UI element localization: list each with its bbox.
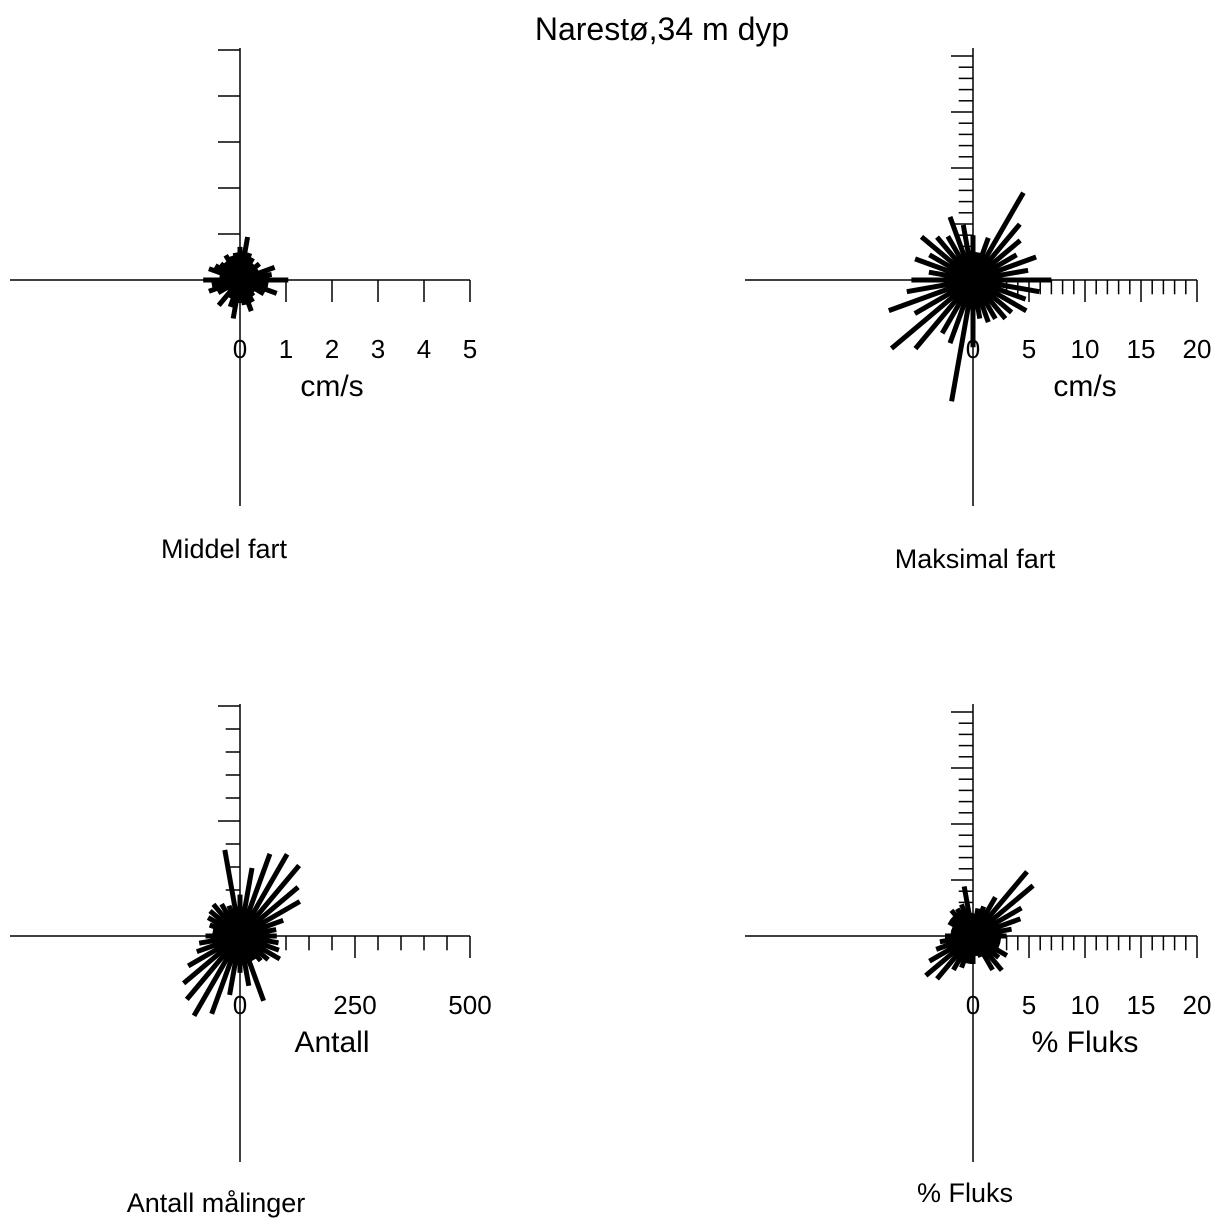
rose-panel-3: 0 250 500 Antall Antall målinger — [10, 704, 492, 1218]
rose-spoke-30 — [237, 853, 290, 938]
tick-label: 250 — [333, 990, 376, 1020]
panel-caption: Antall målinger — [127, 1188, 306, 1218]
rose-spokes — [887, 191, 1052, 402]
rose-spoke-250 — [887, 277, 974, 313]
panel-caption: % Fluks — [917, 1178, 1013, 1208]
rose-spoke-220 — [913, 278, 975, 351]
rose-spoke-190 — [949, 279, 976, 402]
rose-spoke-350 — [960, 224, 976, 281]
tick-label: 10 — [1071, 334, 1100, 364]
rose-spoke-230 — [889, 278, 975, 351]
tick-label: 0 — [233, 990, 247, 1020]
rose-panel-2: 0 5 10 15 20 cm/s Maksimal fart — [745, 48, 1211, 574]
panel-caption: Maksimal fart — [895, 544, 1056, 574]
tick-label: 1 — [279, 334, 293, 364]
rose-panel-4: 0 5 10 15 20 % Fluks % Fluks — [745, 704, 1211, 1208]
tick-label: 0 — [233, 334, 247, 364]
tick-label: 20 — [1183, 990, 1212, 1020]
rose-spoke-20 — [237, 853, 273, 937]
rose-spoke-210 — [191, 934, 243, 1017]
rose-panels: 0 1 2 3 4 5 cm/s Middel fart 0 5 10 15 20 cm/s Maksima… — [10, 48, 1211, 1218]
rose-spoke-40 — [238, 863, 302, 938]
tick-label: 0 — [966, 990, 980, 1020]
panel-caption: Middel fart — [161, 534, 288, 564]
unit-label: % Fluks — [1032, 1026, 1139, 1059]
tick-label: 20 — [1183, 334, 1212, 364]
tick-label: 10 — [1071, 990, 1100, 1020]
rose-panel-1: 0 1 2 3 4 5 cm/s Middel fart — [10, 48, 477, 564]
tick-label: 15 — [1127, 334, 1156, 364]
tick-label: 4 — [417, 334, 431, 364]
tick-label: 3 — [371, 334, 385, 364]
tick-label: 500 — [448, 990, 491, 1020]
tick-label: 5 — [1022, 334, 1036, 364]
tick-label: 2 — [325, 334, 339, 364]
figure-title: Narestø,34 m dyp — [535, 11, 789, 47]
tick-label: 15 — [1127, 990, 1156, 1020]
tick-label: 5 — [463, 334, 477, 364]
unit-label: Antall — [294, 1026, 369, 1059]
tick-label: 5 — [1022, 990, 1036, 1020]
rose-spoke-350 — [961, 885, 976, 937]
unit-label: cm/s — [300, 370, 363, 403]
tick-label: 0 — [966, 334, 980, 364]
unit-label: cm/s — [1053, 370, 1116, 403]
rose-spoke-30 — [970, 191, 1026, 282]
rose-spokes — [181, 849, 302, 1017]
rose-spokes — [203, 236, 289, 319]
rose-spoke-350 — [222, 849, 243, 937]
rose-spoke-350 — [232, 252, 243, 281]
rose-spokes — [924, 870, 1035, 981]
